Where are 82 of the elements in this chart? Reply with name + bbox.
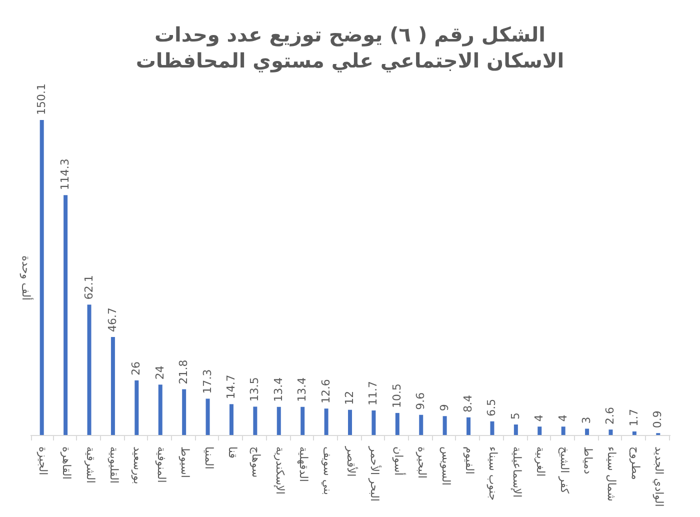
x-tick-label: الجيزة xyxy=(36,446,50,476)
bar xyxy=(324,408,328,435)
bar xyxy=(110,336,115,435)
bar xyxy=(253,406,258,435)
bar xyxy=(372,410,376,435)
x-tick-label: كفر الشيخ xyxy=(558,446,571,494)
x-tick-label: الإسماعيلية xyxy=(510,446,524,498)
data-label: 114.3 xyxy=(58,158,72,190)
data-label: 17.3 xyxy=(200,369,214,394)
chart-title: الشكل رقم ( ٦) يوضح توزيع عدد وحدات الاسكان الاجتماعي علي مستوي المحافظات xyxy=(136,22,564,73)
x-tick-label: الفيوم xyxy=(463,446,476,474)
bar xyxy=(466,417,471,435)
x-tick-label: اسيوط xyxy=(178,446,192,478)
bar xyxy=(632,431,636,435)
x-tick-label: بني سويف xyxy=(320,446,334,495)
data-label: 13.4 xyxy=(272,377,285,402)
data-label: 12 xyxy=(343,390,356,405)
data-label: 21.8 xyxy=(177,360,190,384)
x-tick-label: دمياط xyxy=(582,446,595,474)
bar xyxy=(206,398,210,435)
data-label: 26 xyxy=(130,361,143,376)
bar xyxy=(608,430,613,435)
bar xyxy=(514,424,518,435)
x-tick-label: سوهاج xyxy=(250,446,263,478)
data-label: 10.5 xyxy=(390,383,404,408)
bar xyxy=(229,404,234,435)
bar xyxy=(561,426,566,435)
bar xyxy=(348,410,352,435)
data-label: 2.6 xyxy=(604,407,617,425)
data-label: 5 xyxy=(508,412,522,420)
bar xyxy=(442,416,447,435)
x-tick-label: المنيا xyxy=(202,446,216,470)
bar xyxy=(585,428,590,435)
data-label: 0.9 xyxy=(651,410,664,428)
x-tick-label: شمال سيناء xyxy=(605,446,618,502)
data-label: 13.4 xyxy=(296,377,309,402)
data-label: 9.6 xyxy=(414,392,428,410)
x-tick-label: الأقصر xyxy=(344,446,358,477)
x-tick-label: مطروح xyxy=(628,446,642,480)
bar xyxy=(158,384,162,435)
bar xyxy=(182,389,186,435)
x-tick-label: الوادي الجديد xyxy=(652,446,666,507)
x-tick-label: قنا xyxy=(226,446,239,458)
bar xyxy=(134,380,139,435)
y-axis-title: ألف وحدة xyxy=(20,256,34,300)
data-label: 24 xyxy=(153,366,166,380)
data-label: 8.4 xyxy=(462,394,475,412)
x-tick-label: الغربية xyxy=(534,446,548,477)
data-label: 3 xyxy=(580,416,594,424)
x-tick-label: الدقهلية xyxy=(297,446,310,482)
x-tick-label: القليوبية xyxy=(107,446,120,484)
data-label: 4 xyxy=(556,414,570,422)
data-label: 4 xyxy=(532,414,546,422)
data-label: 9 xyxy=(438,404,451,412)
x-tick-label: السويس xyxy=(439,446,452,486)
bar xyxy=(395,412,400,435)
x-tick-label: المنوفية xyxy=(154,446,168,483)
data-label: 13.5 xyxy=(248,377,262,402)
x-tick-label: الشرقية xyxy=(84,446,97,484)
x-tick-label: القاهرة xyxy=(60,446,74,480)
data-label: 11.7 xyxy=(366,380,380,406)
bar xyxy=(538,426,542,435)
data-label: 150.1 xyxy=(34,84,48,115)
data-label: 12.6 xyxy=(319,379,332,404)
bar xyxy=(300,406,305,435)
x-tick-label: أسوان xyxy=(392,446,406,476)
x-tick-label: البحيرة xyxy=(416,446,429,478)
data-label: 6.5 xyxy=(485,398,498,416)
x-tick-label: بورسعيد xyxy=(131,446,144,484)
data-label: 62.1 xyxy=(82,275,96,300)
bar xyxy=(276,406,281,435)
bar xyxy=(87,304,92,435)
data-label: 1.7 xyxy=(627,408,640,426)
data-label: 14.7 xyxy=(224,374,238,400)
bar xyxy=(64,195,68,435)
x-tick-label: البحر الأحمر xyxy=(368,446,382,502)
x-tick-label: الإسكندرية xyxy=(273,446,286,494)
bar xyxy=(490,421,494,435)
bar xyxy=(40,120,44,435)
data-label: 46.7 xyxy=(106,307,119,332)
bar xyxy=(419,414,424,435)
x-tick-label: جنوب سيناء xyxy=(486,446,500,501)
